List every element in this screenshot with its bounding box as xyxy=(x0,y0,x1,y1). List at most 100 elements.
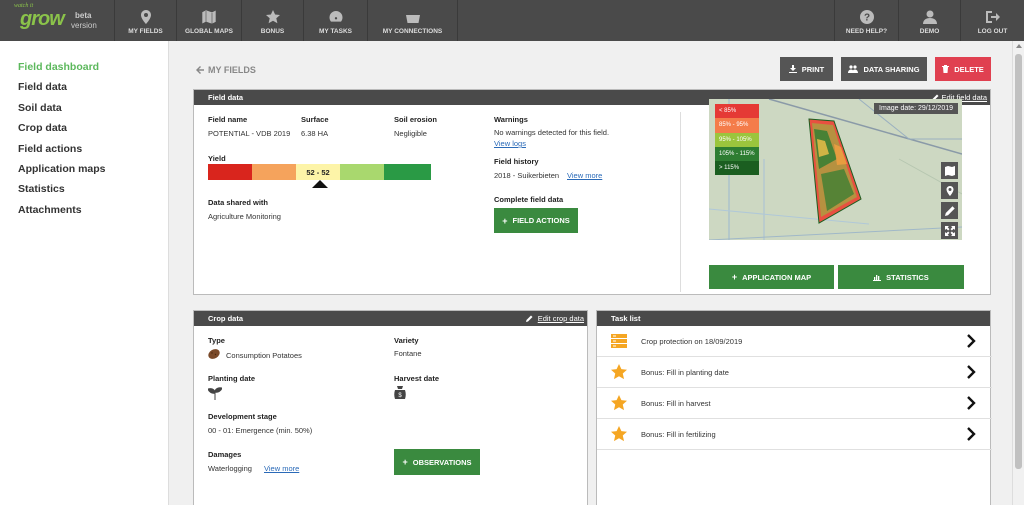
nav-need-help-label: NEED HELP? xyxy=(845,28,888,35)
nav-my-tasks-label: MY TASKS xyxy=(319,28,352,35)
crop-data-panel: Crop data Edit crop data Type Consumptio… xyxy=(193,310,588,505)
print-button-label: PRINT xyxy=(801,64,825,74)
observations-button-label: OBSERVATIONS xyxy=(412,457,472,467)
task-row[interactable]: Bonus: Fill in harvest xyxy=(597,388,992,419)
nav-my-tasks[interactable]: MY TASKS xyxy=(304,0,368,41)
field-data-title: Field data xyxy=(208,93,244,102)
nav-bonus[interactable]: BONUS xyxy=(242,0,304,41)
delete-button[interactable]: DELETE xyxy=(935,57,991,81)
damages-label: Damages xyxy=(208,450,242,459)
scrollbar-thumb[interactable] xyxy=(1015,54,1022,469)
sidebar-item-attachments[interactable]: Attachments xyxy=(18,203,82,216)
legend-item-2: 85% - 95% xyxy=(715,118,759,133)
yield-segment-2 xyxy=(252,164,296,180)
view-logs-link[interactable]: View logs xyxy=(494,139,526,148)
map-fullscreen-button[interactable] xyxy=(941,222,958,239)
data-shared-label: Data shared with xyxy=(208,198,269,207)
yield-label: Yield xyxy=(208,154,226,163)
task-row[interactable]: Bonus: Fill in planting date xyxy=(597,357,992,388)
map-layers-button[interactable] xyxy=(941,162,958,179)
development-stage-value: 00 - 01: Emergence (min. 50%) xyxy=(208,426,313,435)
application-map-button[interactable]: + APPLICATION MAP xyxy=(709,265,834,289)
map-edit-button[interactable] xyxy=(941,202,958,219)
yield-bar: 52 - 52 xyxy=(208,164,431,180)
question-icon: ? xyxy=(859,10,874,24)
download-icon xyxy=(788,65,797,73)
pencil-icon xyxy=(525,315,533,322)
nav-log-out[interactable]: LOG OUT xyxy=(961,0,1024,41)
nav-bonus-label: BONUS xyxy=(260,28,285,35)
nav-global-maps-label: GLOBAL MAPS xyxy=(185,28,233,35)
sidebar-item-field-actions[interactable]: Field actions xyxy=(18,142,83,155)
star-icon xyxy=(265,10,280,24)
sidebar-item-application-maps[interactable]: Application maps xyxy=(18,162,106,175)
history-view-more-link[interactable]: View more xyxy=(567,171,603,180)
map-icon xyxy=(944,165,955,176)
nav-demo[interactable]: DEMO xyxy=(899,0,961,41)
sidebar-item-soil-data[interactable]: Soil data xyxy=(18,101,62,114)
crop-type-value: Consumption Potatoes xyxy=(226,351,302,360)
warnings-label: Warnings xyxy=(494,115,528,124)
damages-value: Waterlogging xyxy=(208,464,252,473)
scroll-up-icon[interactable] xyxy=(1016,44,1022,48)
task-label: Crop protection on 18/09/2019 xyxy=(641,337,743,346)
users-icon xyxy=(848,65,859,73)
nav-need-help[interactable]: ? NEED HELP? xyxy=(835,0,899,41)
yield-pointer-icon xyxy=(312,180,328,188)
map-icon xyxy=(202,10,216,24)
data-shared-value: Agriculture Monitoring xyxy=(208,212,281,221)
task-list-panel: Task list Crop protection on 18/09/2019 … xyxy=(596,310,992,505)
sidebar-item-crop-data[interactable]: Crop data xyxy=(18,122,68,135)
task-list-title: Task list xyxy=(611,314,641,323)
damages-view-more-link[interactable]: View more xyxy=(264,464,300,473)
logo[interactable]: watch it grow beta version xyxy=(0,0,115,41)
soil-erosion-label: Soil erosion xyxy=(394,115,437,124)
print-button[interactable]: PRINT xyxy=(780,57,833,81)
task-row[interactable]: Bonus: Fill in fertilizing xyxy=(597,419,992,450)
plus-icon: + xyxy=(502,215,508,226)
sidebar-item-field-data[interactable]: Field data xyxy=(18,81,68,94)
map-marker-icon xyxy=(140,10,151,24)
nav-global-maps[interactable]: GLOBAL MAPS xyxy=(177,0,242,41)
divider xyxy=(680,112,681,292)
edit-field-data-label: Edit field data xyxy=(941,93,987,102)
legend-item-5: > 115% xyxy=(715,161,759,176)
logout-icon xyxy=(985,11,1000,23)
nav-my-connections[interactable]: MY CONNECTIONS xyxy=(368,0,458,41)
field-actions-button-label: FIELD ACTIONS xyxy=(512,216,570,225)
edit-crop-data-label: Edit crop data xyxy=(537,314,584,323)
chevron-right-icon xyxy=(967,365,976,379)
sidebar-item-field-dashboard[interactable]: Field dashboard xyxy=(18,61,100,73)
map-marker-icon xyxy=(946,185,953,196)
arrow-left-icon xyxy=(196,66,204,74)
yield-segment-4 xyxy=(340,164,384,180)
field-actions-button[interactable]: + FIELD ACTIONS xyxy=(494,208,578,233)
crop-data-header: Crop data Edit crop data xyxy=(194,311,587,326)
observations-button[interactable]: + OBSERVATIONS xyxy=(394,449,480,475)
svg-text:$: $ xyxy=(398,393,402,399)
statistics-button[interactable]: STATISTICS xyxy=(838,265,964,289)
scrollbar[interactable] xyxy=(1012,41,1024,505)
version-label: version xyxy=(71,21,97,30)
star-icon xyxy=(611,364,627,380)
legend-item-4: 105% - 115% xyxy=(715,146,759,162)
plus-icon: + xyxy=(402,457,408,467)
chevron-right-icon xyxy=(967,396,976,410)
data-sharing-button[interactable]: DATA SHARING xyxy=(841,57,927,81)
nav-spacer xyxy=(458,0,835,41)
task-row[interactable]: Crop protection on 18/09/2019 xyxy=(597,326,992,357)
user-icon xyxy=(922,10,937,24)
legend-item-1: < 85% xyxy=(715,104,759,119)
complete-field-data-label: Complete field data xyxy=(494,195,564,204)
task-list-header: Task list xyxy=(597,311,990,326)
soil-erosion-value: Negligible xyxy=(394,129,427,138)
field-name-label: Field name xyxy=(208,115,248,124)
back-link[interactable]: MY FIELDS xyxy=(196,65,256,75)
sidebar-item-statistics[interactable]: Statistics xyxy=(18,183,65,196)
statistics-button-label: STATISTICS xyxy=(886,272,929,282)
nav-log-out-label: LOG OUT xyxy=(977,28,1008,35)
edit-crop-data-link[interactable]: Edit crop data xyxy=(525,311,584,326)
field-map[interactable]: < 85% 85% - 95% 95% - 105% 105% - 115% >… xyxy=(709,99,962,240)
nav-my-fields[interactable]: MY FIELDS xyxy=(115,0,177,41)
map-marker-button[interactable] xyxy=(941,182,958,199)
